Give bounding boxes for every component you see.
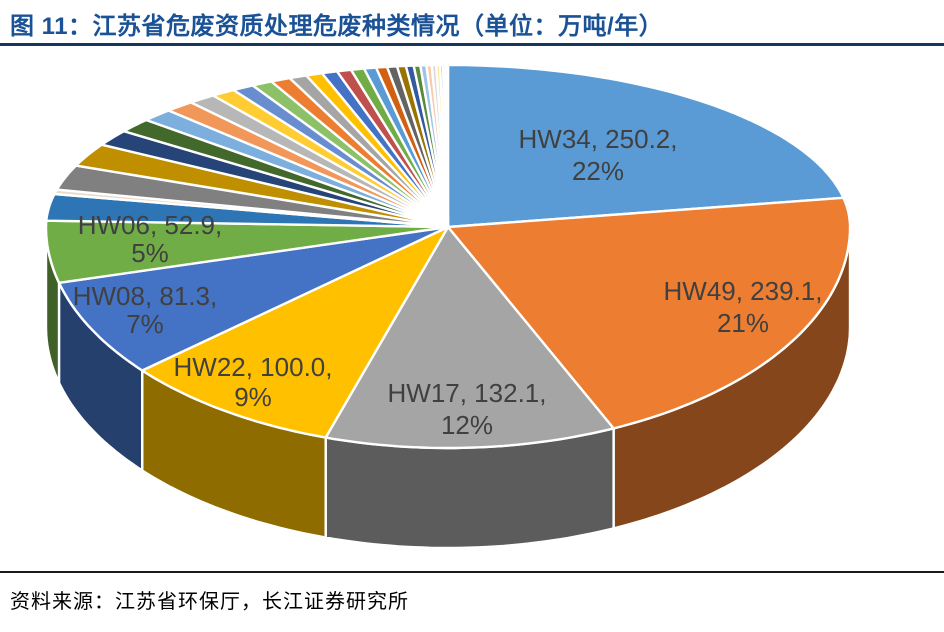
slice-label-HW22: HW22, 100.0,: [174, 352, 333, 382]
slice-label-HW17: HW17, 132.1,: [388, 378, 547, 408]
slice-label-HW22: 9%: [234, 382, 272, 412]
figure-title: 图 11：江苏省危废资质处理危废种类情况（单位：万吨/年）: [10, 13, 664, 40]
slice-label-HW34: HW34, 250.2,: [519, 124, 678, 154]
footer-rule: [0, 571, 944, 573]
slice-label-HW08: HW08, 81.3,: [73, 281, 218, 311]
source-note: 资料来源：江苏省环保厅，长江证券研究所: [10, 591, 409, 613]
slice-label-HW34: 22%: [572, 156, 624, 186]
pie-slice-HW06: [44, 219, 450, 284]
title-rule: [0, 43, 944, 46]
pie-slice-HW17: [324, 225, 615, 450]
slice-label-HW49: 21%: [717, 308, 769, 338]
slice-label-HW49: HW49, 239.1,: [664, 276, 823, 306]
pie-slice-HW22: [141, 225, 450, 439]
slice-label-HW08: 7%: [126, 309, 164, 339]
pie-slice-other-4: [74, 143, 450, 229]
pie-slice-HW34: [446, 63, 845, 229]
slice-label-HW06: HW06, 52.9,: [78, 210, 223, 240]
pie-slice-other-31: [444, 63, 450, 229]
slice-label-HW17: 12%: [441, 410, 493, 440]
pie-slice-HW08: [57, 225, 450, 372]
slice-label-HW06: 5%: [131, 238, 169, 268]
pie-slice-HW49: [446, 196, 852, 430]
